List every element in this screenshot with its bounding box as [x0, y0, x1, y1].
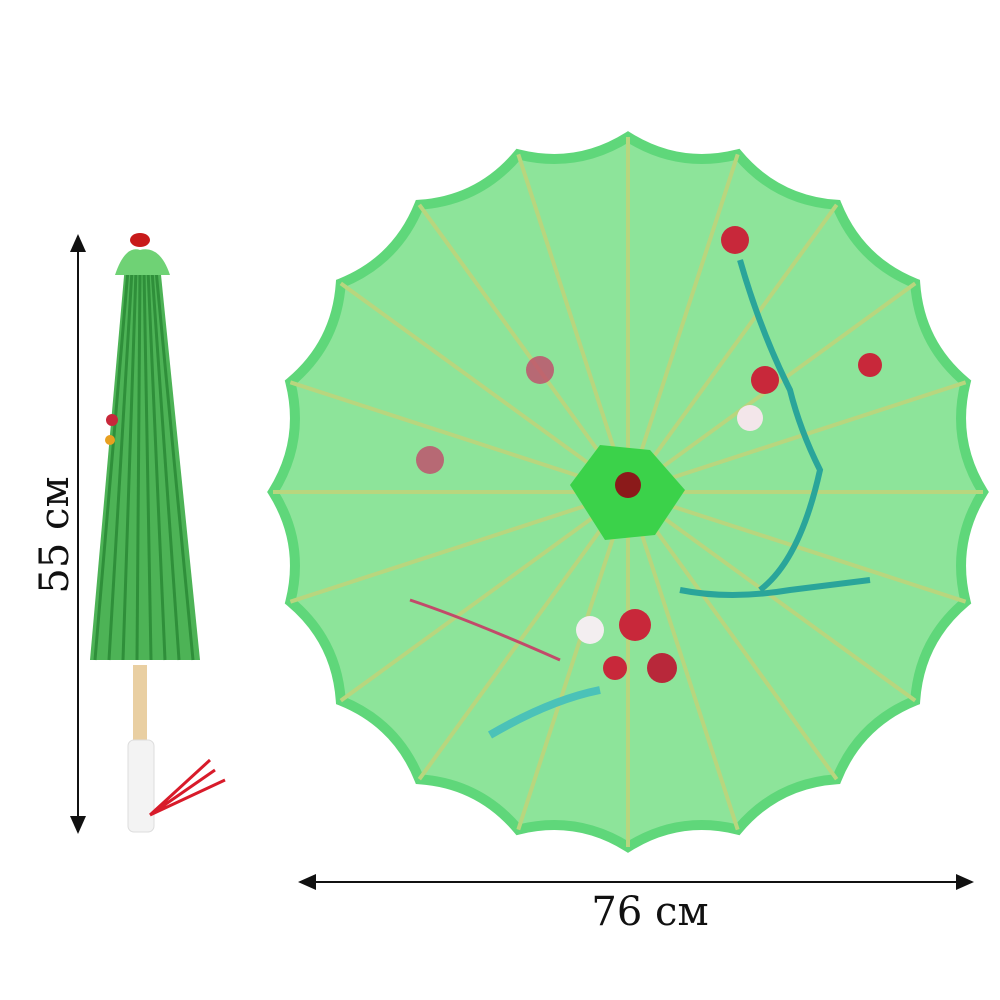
umbrella-rib	[626, 490, 917, 703]
umbrella-rib	[516, 491, 630, 831]
umbrella-rib	[417, 490, 630, 781]
height-dimension-label: 55 см	[32, 476, 78, 594]
umbrella-rib	[516, 153, 630, 493]
umbrella-ribs	[273, 137, 983, 847]
closed-umbrella	[90, 233, 226, 833]
umbrella-rib	[626, 491, 740, 831]
umbrella-rib	[289, 380, 629, 494]
umbrella-top-knob	[615, 472, 641, 498]
closed-umbrella-fold	[150, 269, 181, 661]
closed-umbrella-fold	[121, 269, 138, 661]
open-umbrella	[267, 131, 989, 853]
closed-umbrella-fold	[146, 269, 167, 661]
painted-flowers	[409, 226, 882, 739]
umbrella-rib	[626, 153, 740, 493]
umbrella-rib	[626, 203, 839, 494]
closed-umbrella-fold	[142, 269, 153, 661]
umbrella-rib	[339, 490, 630, 703]
umbrella-rib	[626, 490, 839, 781]
umbrella-rib	[627, 380, 967, 494]
umbrella-rib	[417, 203, 630, 494]
closed-umbrella-fold	[93, 269, 130, 661]
umbrella-rib	[339, 281, 630, 494]
umbrella-rib	[289, 490, 629, 604]
width-dimension-label: 76 см	[591, 889, 709, 935]
closed-umbrella-fold	[154, 269, 195, 661]
closed-umbrella-fold	[107, 269, 134, 661]
closed-umbrella-fold	[135, 269, 142, 661]
